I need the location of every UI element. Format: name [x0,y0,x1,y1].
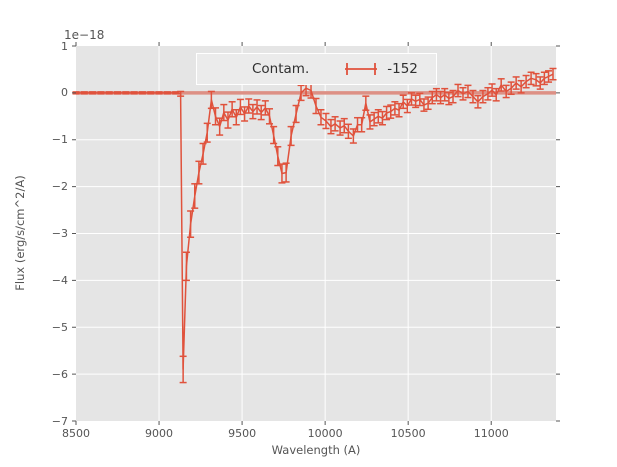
legend-label-152: -152 [387,61,418,77]
legend-contam-line-icon [209,67,239,71]
x-tick-label: 10500 [390,427,426,440]
x-axis-label: Wavelength (A) [271,443,361,457]
y-axis-offset-text: 1e−18 [64,28,105,42]
y-tick-label: 1 [61,39,68,53]
y-tick-label: −2 [51,180,68,194]
y-tick-label: −3 [51,227,68,240]
x-tick-label: 9500 [228,427,257,440]
y-tick-label: −5 [51,320,68,334]
flux-line [76,73,554,371]
y-axis-label: Flux (erg/s/cm^2/A) [13,175,27,291]
x-tick-label: 10000 [307,427,343,440]
x-tick-label: 11000 [473,427,509,440]
legend-errorbar-icon [345,63,378,75]
y-tick-label: −4 [51,273,68,287]
y-tick-label: −1 [51,133,68,147]
x-tick-label: 9000 [145,427,174,440]
legend: Contam. -152 [196,53,437,85]
legend-label-contam: Contam. [252,61,310,77]
y-tick-label: −7 [51,414,68,428]
x-tick-label: 8500 [62,427,90,440]
y-tick-label: −6 [51,367,68,381]
y-tick-label: 0 [61,86,68,100]
